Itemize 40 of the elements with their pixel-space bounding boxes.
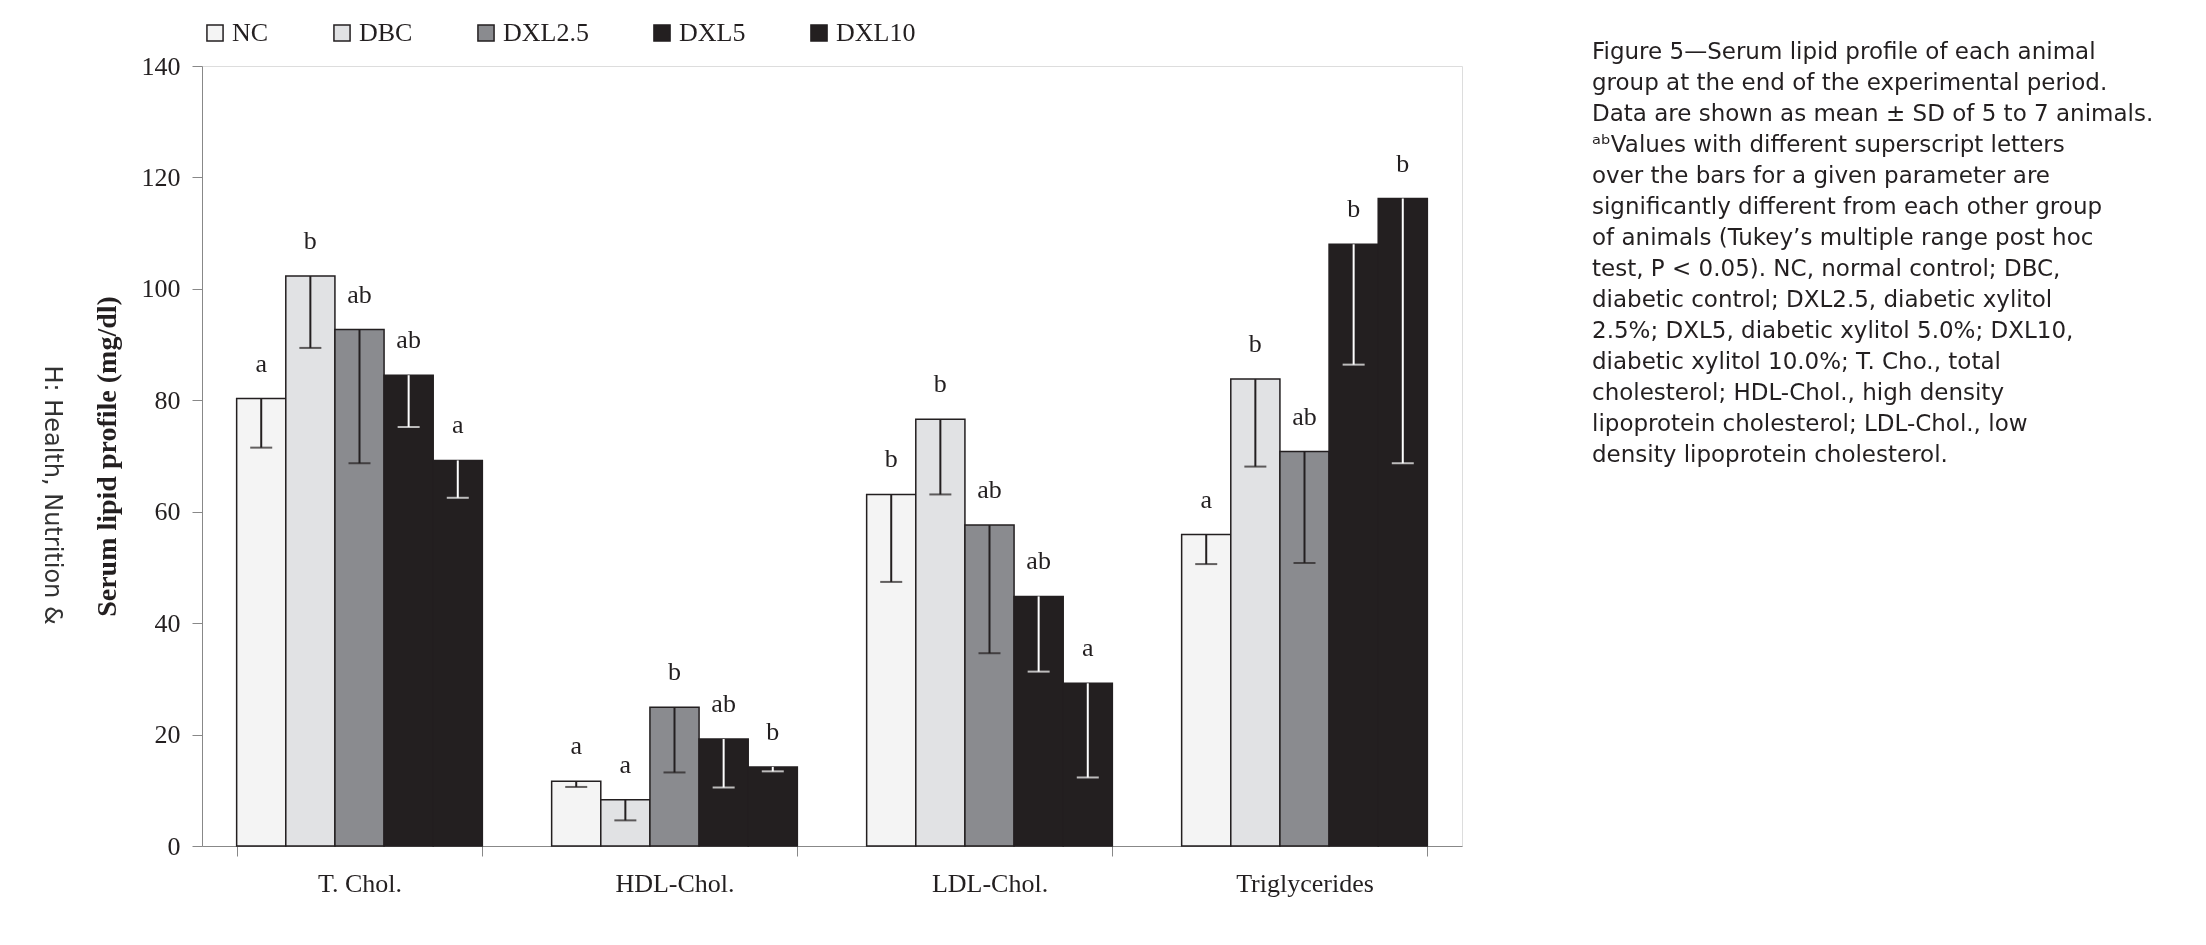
y-tick-label: 140: [141, 51, 181, 81]
legend-label: DBC: [359, 18, 413, 47]
data-label: ab: [1292, 401, 1317, 431]
data-label: a: [255, 348, 268, 378]
y-tick-label: 0: [167, 831, 181, 861]
x-tick-label: T. Chol.: [317, 868, 403, 898]
text: H: Health, Nutrition &: [39, 365, 67, 625]
data-label: b: [1248, 329, 1262, 359]
data-label: b: [1347, 194, 1361, 224]
y-tick-label: 60: [154, 497, 181, 527]
legend-label: NC: [232, 18, 269, 47]
x-tick-label: Triglycerides: [1236, 868, 1374, 898]
data-label: b: [766, 716, 780, 746]
y-tick-label: 80: [154, 385, 181, 415]
legend-label: DXL5: [679, 18, 746, 47]
data-label: a: [619, 749, 632, 779]
data-label: a: [452, 410, 465, 440]
y-tick-label: 40: [154, 608, 181, 638]
legend-label: DXL10: [836, 18, 916, 47]
data-label: a: [1200, 484, 1213, 514]
data-label: b: [1396, 148, 1410, 178]
data-label: ab: [396, 325, 421, 355]
y-axis-title: Serum lipid profile (mg/dl): [90, 296, 122, 617]
data-label: ab: [977, 475, 1002, 505]
y-tick-label: 100: [141, 274, 181, 304]
x-tick-label: HDL-Chol.: [615, 868, 735, 898]
legend-label: DXL2.5: [503, 18, 589, 47]
data-label: a: [1082, 633, 1095, 663]
data-label: b: [884, 444, 898, 474]
y-tick-label: 20: [154, 720, 181, 750]
x-tick-label: LDL-Chol.: [931, 868, 1049, 898]
data-label: ab: [347, 279, 372, 309]
data-label: b: [668, 657, 681, 687]
data-label: ab: [1026, 546, 1051, 576]
data-label: b: [303, 226, 317, 256]
y-tick-label: 120: [141, 162, 181, 192]
data-label: ab: [711, 689, 736, 719]
data-label: b: [933, 369, 947, 399]
data-label: a: [570, 731, 583, 761]
text: Figure 5—Serum lipid profile of each animal group at the end of the experimental period. Data are shown as mean ± SD of 5 to 7 animals. ᵃᵇValues with different superscript letters over the bars for a given parameter are significantly different from each other group of animals (Tukey’s multiple range post hoc test, P < 0.05). NC, normal control; DBC, diabetic control; DXL2.5, diabetic xylitol 2.5%; DXL5, diabetic xylitol 5.0%; DXL10, diabetic xylitol 10.0%; T. Cho., total cholesterol; HDL-Chol., high density lipoprotein cholesterol; LDL-Chol., low density lipoprotein cholesterol.: [1592, 38, 2154, 467]
